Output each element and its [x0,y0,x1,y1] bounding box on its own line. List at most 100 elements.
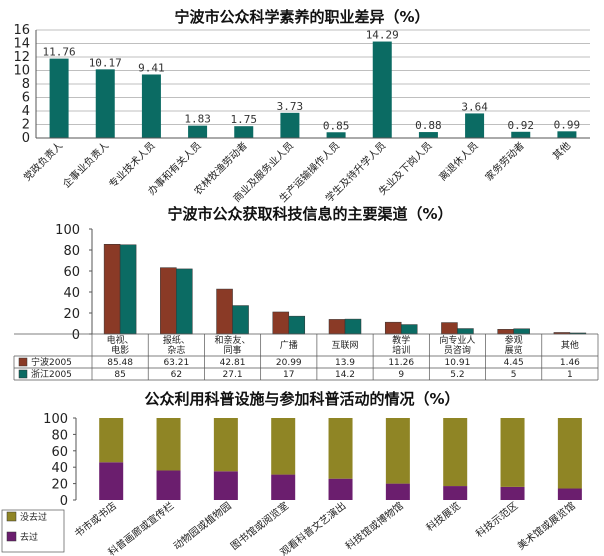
chart2-table-value: 14.2 [335,370,355,380]
chart1-y-tick-label: 14 [13,37,30,52]
chart3-bar-not-visited [99,418,124,463]
chart3-legend-swatch [6,511,17,522]
chart1-data-label: 3.64 [461,100,488,113]
chart1-y-tick-label: 8 [22,77,30,92]
chart3-bar-visited [328,478,353,500]
chart2-bar [328,319,346,335]
chart2-category-label: 参观 [505,334,523,346]
chart2-title: 宁波市公众获取科技信息的主要渠道（%） [167,205,452,223]
chart2-bar [272,311,290,335]
chart3-category-label: 科技馆或博物馆 [343,499,406,552]
chart2-y-tick-label: 0 [72,328,80,343]
chart3-y-tick-label: 100 [43,412,68,427]
chart3-bar-visited [443,486,468,500]
chart3-y-tick-label: 80 [51,428,68,443]
chart1-data-label: 10.17 [89,56,122,69]
chart3-category-label: 图书馆或阅览室 [228,499,291,552]
chart2-table-value: 9 [398,370,404,380]
chart3-bar-not-visited [271,418,296,475]
chart2-table-value: 85 [114,370,125,380]
chart2-bar [441,322,458,335]
chart3-legend-label: 去过 [20,531,38,543]
chart1-data-label: 0.92 [508,119,535,132]
chart2-bar [232,305,249,335]
chart1-data-label: 11.76 [43,46,76,59]
chart2-table-value: 5.2 [450,370,464,380]
chart1-bar [557,131,577,138]
chart2-table-value: 62 [171,370,182,380]
chart2-table-value: 1 [567,370,573,380]
chart2-y-tick-label: 100 [55,223,80,238]
chart2-legend-label: 浙江2005 [31,368,72,380]
chart3-category-label: 美术馆或展览馆 [515,499,578,552]
chart2-category-label: 教学 [392,334,410,346]
chart1-data-label: 14.29 [366,29,399,42]
chart2-category-label: 向专业人 [439,334,475,346]
chart2-table-value: 27.1 [223,370,243,380]
chart3-category-label: 动物园或植物园 [171,499,234,552]
chart1-category-label: 其他 [550,139,573,162]
chart2-table-value: 13.9 [335,358,355,368]
chart3-bar-visited [557,488,582,500]
chart2-category-label: 杂志 [167,344,185,356]
chart1-bar [49,58,69,139]
chart2-y-tick-label: 60 [63,265,80,280]
chart1-data-label: 0.85 [323,119,350,132]
chart1-y-tick-label: 12 [13,50,30,65]
chart2-bar [160,267,177,335]
chart2-table-value: 17 [283,370,294,380]
chart3-title: 公众利用科普设施与参加科普活动的情况（%） [144,390,459,408]
chart2-y-tick-label: 80 [63,244,80,259]
chart1-y-tick-label: 4 [22,104,30,119]
chart2-category-label: 培训 [392,344,410,356]
chart2-category-label: 电影 [111,344,129,356]
chart2-category-label: 其他 [561,339,579,351]
chart1-category-label: 专业技术人员 [106,139,158,191]
chart3-bar-not-visited [328,418,353,479]
chart1-bar [326,132,346,138]
chart3-bar-not-visited [500,418,525,487]
chart3-bar-visited [99,462,124,500]
chart2-category-label: 报纸、 [163,334,190,346]
chart1-category-label: 离退休人员 [436,139,481,184]
chart3-bar-visited [500,486,525,500]
chart3-y-tick-label: 0 [60,494,68,509]
chart2-category-label: 展览 [505,344,523,356]
chart2-category-label: 员咨询 [444,344,471,356]
chart1-title: 宁波市公众科学素养的职业差异（%） [174,8,429,26]
chart2-category-label: 电视、 [107,334,134,346]
chart1-y-tick-label: 6 [22,91,30,106]
chart2-y-tick-label: 40 [63,286,80,301]
chart2-bar [288,315,306,335]
chart2-bar [216,288,233,335]
chart3-y-tick-label: 20 [51,478,68,493]
chart1-data-label: 3.73 [277,100,304,113]
chart2: 宁波市公众获取科技信息的主要渠道（%） 0 20 40 60 80 100 电视、电影 85… [13,205,599,381]
chart1-bar [141,74,161,138]
chart2-bar [344,318,362,335]
chart3-bar-not-visited [213,418,238,472]
chart3-category-label: 科技展览 [424,499,464,534]
chart2-legend-swatch [18,369,28,379]
chart1-y-tick-label: 0 [22,131,30,146]
chart2-category-label: 和亲友、 [215,334,251,346]
chart2-legend-label: 宁波2005 [31,356,72,368]
chart2-bar [400,324,418,335]
chart1-bar [188,125,208,138]
chart1-data-label: 1.75 [231,113,258,126]
chart3-bar-visited [385,483,410,500]
chart2-bar [497,329,514,335]
chart1-bar [372,41,392,139]
chart3-bar-visited [271,474,296,500]
chart1-y-tick-label: 10 [13,64,30,79]
chart1-bar [511,131,531,138]
chart2-table-value: 42.81 [220,358,246,368]
chart2-table-value: 5 [511,370,517,380]
chart3-bar-not-visited [443,418,468,487]
chart1-bar [280,112,300,138]
chart1-bar [465,113,485,138]
chart2-bar [103,243,121,335]
